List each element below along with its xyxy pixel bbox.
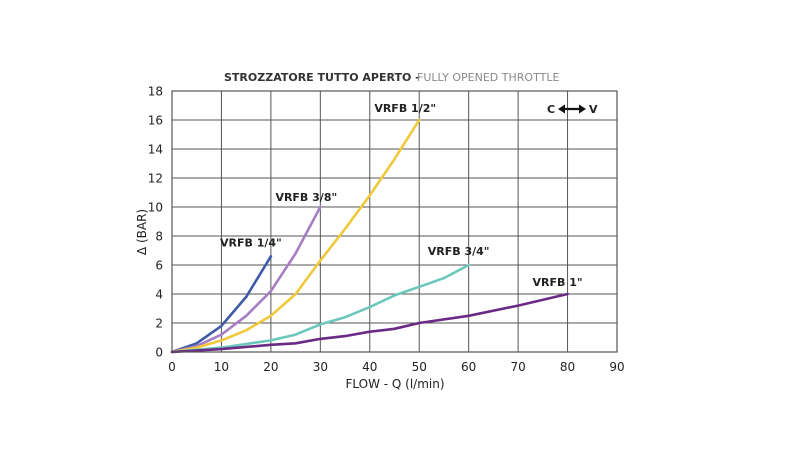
series-label: VRFB 1/2"	[374, 102, 436, 115]
x-tick-label: 20	[263, 360, 278, 374]
grid	[171, 90, 618, 353]
y-axis-label: Δ (BAR)	[135, 209, 149, 255]
direction-left-label: C	[547, 103, 555, 116]
x-tick-label: 60	[461, 360, 476, 374]
x-tick-label: 70	[510, 360, 525, 374]
x-tick-label: 50	[412, 360, 427, 374]
y-tick-label: 4	[155, 288, 163, 302]
x-tick-label: 40	[362, 360, 377, 374]
chart-subtitle: FULLY OPENED THROTTLE	[417, 71, 559, 84]
y-tick-label: 12	[148, 172, 163, 186]
series-label: VRFB 3/8"	[275, 191, 337, 204]
series-line-vrfb-1-4	[170, 254, 273, 354]
y-tick-label: 10	[148, 201, 163, 215]
y-tick-label: 6	[155, 259, 163, 273]
series-line-vrfb-3-8	[170, 205, 322, 354]
x-tick-label: 10	[214, 360, 229, 374]
direction-right-label: V	[589, 103, 598, 116]
x-tick-label: 0	[168, 360, 176, 374]
x-tick-label: 90	[609, 360, 624, 374]
double-arrow-icon	[558, 104, 586, 114]
y-tick-label: 16	[148, 114, 163, 128]
x-tick-label: 30	[313, 360, 328, 374]
series-group: VRFB 1/4" VRFB 3/8" VRFB 1/2" VRFB 3/4" VRFB…	[170, 102, 583, 354]
x-axis-label: FLOW - Q (l/min)	[345, 377, 444, 391]
y-tick-label: 14	[148, 143, 163, 157]
plot-frame	[171, 90, 618, 353]
chart-title: STROZZATORE TUTTO APERTO -	[224, 71, 420, 84]
series-label: VRFB 3/4"	[428, 245, 490, 258]
x-tick-label: 80	[560, 360, 575, 374]
tick-labels: 0 10 20 30 40 50 60 70 80 90 0 2 4 6 8 10 12 14 16 18	[148, 85, 625, 375]
y-tick-label: 8	[155, 230, 163, 244]
series-label: VRFB 1"	[533, 276, 583, 289]
series-label: VRFB 1/4"	[220, 236, 282, 249]
series-line-vrfb-1-2	[170, 118, 421, 354]
y-tick-label: 2	[155, 317, 163, 331]
direction-indicator: C V	[547, 103, 598, 116]
series-line-vrfb-1	[170, 292, 569, 354]
y-tick-label: 0	[155, 346, 163, 360]
y-tick-label: 18	[148, 85, 163, 99]
series-line-vrfb-3-4	[170, 263, 471, 354]
